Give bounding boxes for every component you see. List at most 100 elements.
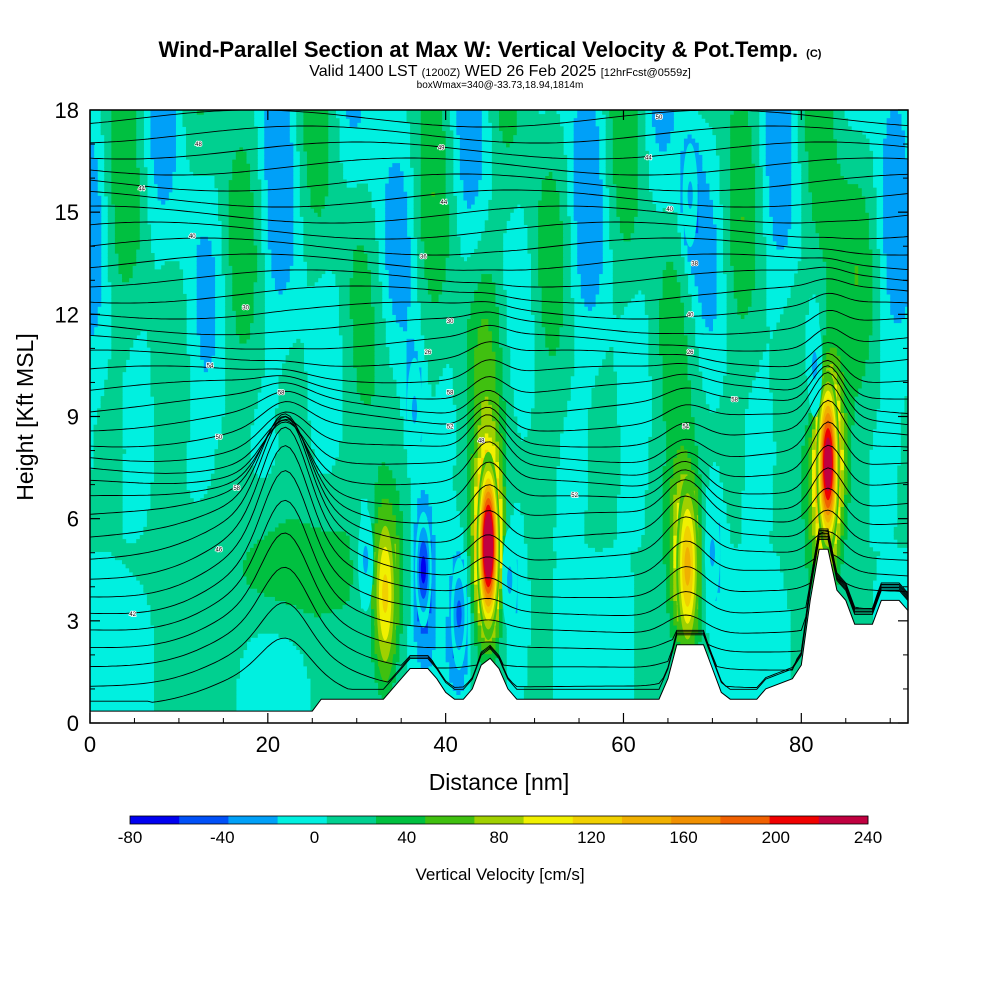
- velocity-cell: [673, 575, 678, 581]
- velocity-cell: [730, 224, 756, 230]
- velocity-cell: [420, 203, 450, 209]
- velocity-cell: [840, 563, 877, 569]
- velocity-cell: [495, 289, 507, 295]
- velocity-cell: [456, 453, 468, 458]
- velocity-cell: [363, 400, 372, 405]
- velocity-cell: [370, 526, 376, 532]
- velocity-cell: [417, 261, 425, 266]
- velocity-cell: [584, 302, 596, 307]
- velocity-cell: [751, 297, 767, 303]
- velocity-cell: [612, 277, 664, 283]
- velocity-cell: [274, 428, 312, 434]
- velocity-cell: [811, 449, 817, 454]
- velocity-cell: [563, 253, 571, 258]
- velocity-cell: [150, 612, 315, 618]
- velocity-cell: [651, 412, 664, 418]
- isentrope-line: [90, 173, 908, 192]
- velocity-cell: [417, 285, 429, 291]
- velocity-cell: [634, 584, 667, 589]
- velocity-cell: [452, 555, 461, 561]
- velocity-cell: [836, 514, 842, 520]
- velocity-cell: [499, 326, 507, 332]
- velocity-cell: [801, 461, 810, 467]
- velocity-cell: [420, 322, 468, 328]
- velocity-cell: [417, 293, 433, 299]
- velocity-cell: [111, 171, 141, 176]
- velocity-cell: [246, 154, 258, 160]
- velocity-cell: [90, 179, 98, 185]
- isentrope-line: [90, 470, 908, 616]
- velocity-cell: [826, 273, 856, 279]
- velocity-cell: [843, 559, 877, 565]
- velocity-cell: [872, 306, 881, 311]
- velocity-cell: [847, 420, 856, 426]
- velocity-cell: [691, 383, 703, 389]
- velocity-cell: [573, 150, 600, 156]
- velocity-cell: [488, 212, 511, 217]
- velocity-cell: [804, 146, 838, 152]
- velocity-cell: [370, 289, 383, 295]
- velocity-cell: [840, 473, 845, 479]
- velocity-cell: [836, 510, 842, 516]
- velocity-cell: [673, 530, 678, 536]
- velocity-cell: [90, 547, 251, 552]
- velocity-cell: [666, 453, 678, 458]
- velocity-cell: [499, 535, 504, 540]
- velocity-cell: [499, 645, 507, 651]
- velocity-cell: [346, 600, 361, 606]
- velocity-cell: [538, 265, 564, 270]
- velocity-cell: [648, 436, 667, 442]
- velocity-cell: [580, 289, 600, 295]
- velocity-cell: [221, 244, 230, 250]
- velocity-cell: [772, 514, 802, 520]
- velocity-cell: [470, 490, 475, 495]
- velocity-cell: [609, 244, 681, 250]
- velocity-cell: [808, 449, 813, 454]
- velocity-cell: [804, 122, 834, 127]
- velocity-cell: [470, 633, 475, 638]
- velocity-cell: [644, 518, 664, 524]
- velocity-cell: [466, 330, 479, 336]
- velocity-cell: [563, 273, 571, 279]
- velocity-cell: [573, 122, 596, 127]
- velocity-cell: [399, 490, 411, 495]
- velocity-cell: [854, 396, 881, 401]
- velocity-cell: [751, 138, 760, 144]
- velocity-cell: [804, 555, 813, 561]
- velocity-cell: [232, 297, 255, 303]
- velocity-cell: [424, 338, 468, 344]
- velocity-cell: [580, 293, 596, 299]
- velocity-cell: [431, 592, 436, 597]
- velocity-cell: [730, 171, 756, 176]
- velocity-cell: [897, 522, 908, 528]
- velocity-cell: [338, 445, 404, 450]
- velocity-cell: [673, 588, 678, 593]
- velocity-cell: [111, 195, 141, 201]
- velocity-cell: [534, 375, 571, 381]
- velocity-cell: [267, 208, 294, 213]
- velocity-cell: [541, 289, 564, 295]
- velocity-cell: [495, 449, 500, 454]
- velocity-cell: [388, 167, 401, 172]
- velocity-cell: [801, 481, 810, 487]
- velocity-cell: [669, 506, 674, 512]
- velocity-cell: [698, 449, 745, 454]
- velocity-cell: [883, 179, 908, 185]
- velocity-cell: [399, 539, 404, 544]
- velocity-cell: [399, 551, 404, 557]
- velocity-cell: [410, 154, 422, 160]
- velocity-cell: [470, 477, 475, 483]
- velocity-cell: [883, 171, 908, 176]
- velocity-cell: [420, 661, 433, 667]
- velocity-cell: [417, 273, 425, 279]
- velocity-cell: [587, 449, 621, 454]
- velocity-cell: [470, 310, 500, 315]
- velocity-cell: [264, 122, 290, 127]
- velocity-cell: [136, 253, 155, 258]
- velocity-cell: [541, 306, 564, 311]
- velocity-cell: [111, 334, 137, 340]
- velocity-cell: [801, 490, 810, 495]
- velocity-cell: [648, 351, 660, 356]
- velocity-cell: [466, 424, 475, 430]
- velocity-cell: [726, 359, 760, 364]
